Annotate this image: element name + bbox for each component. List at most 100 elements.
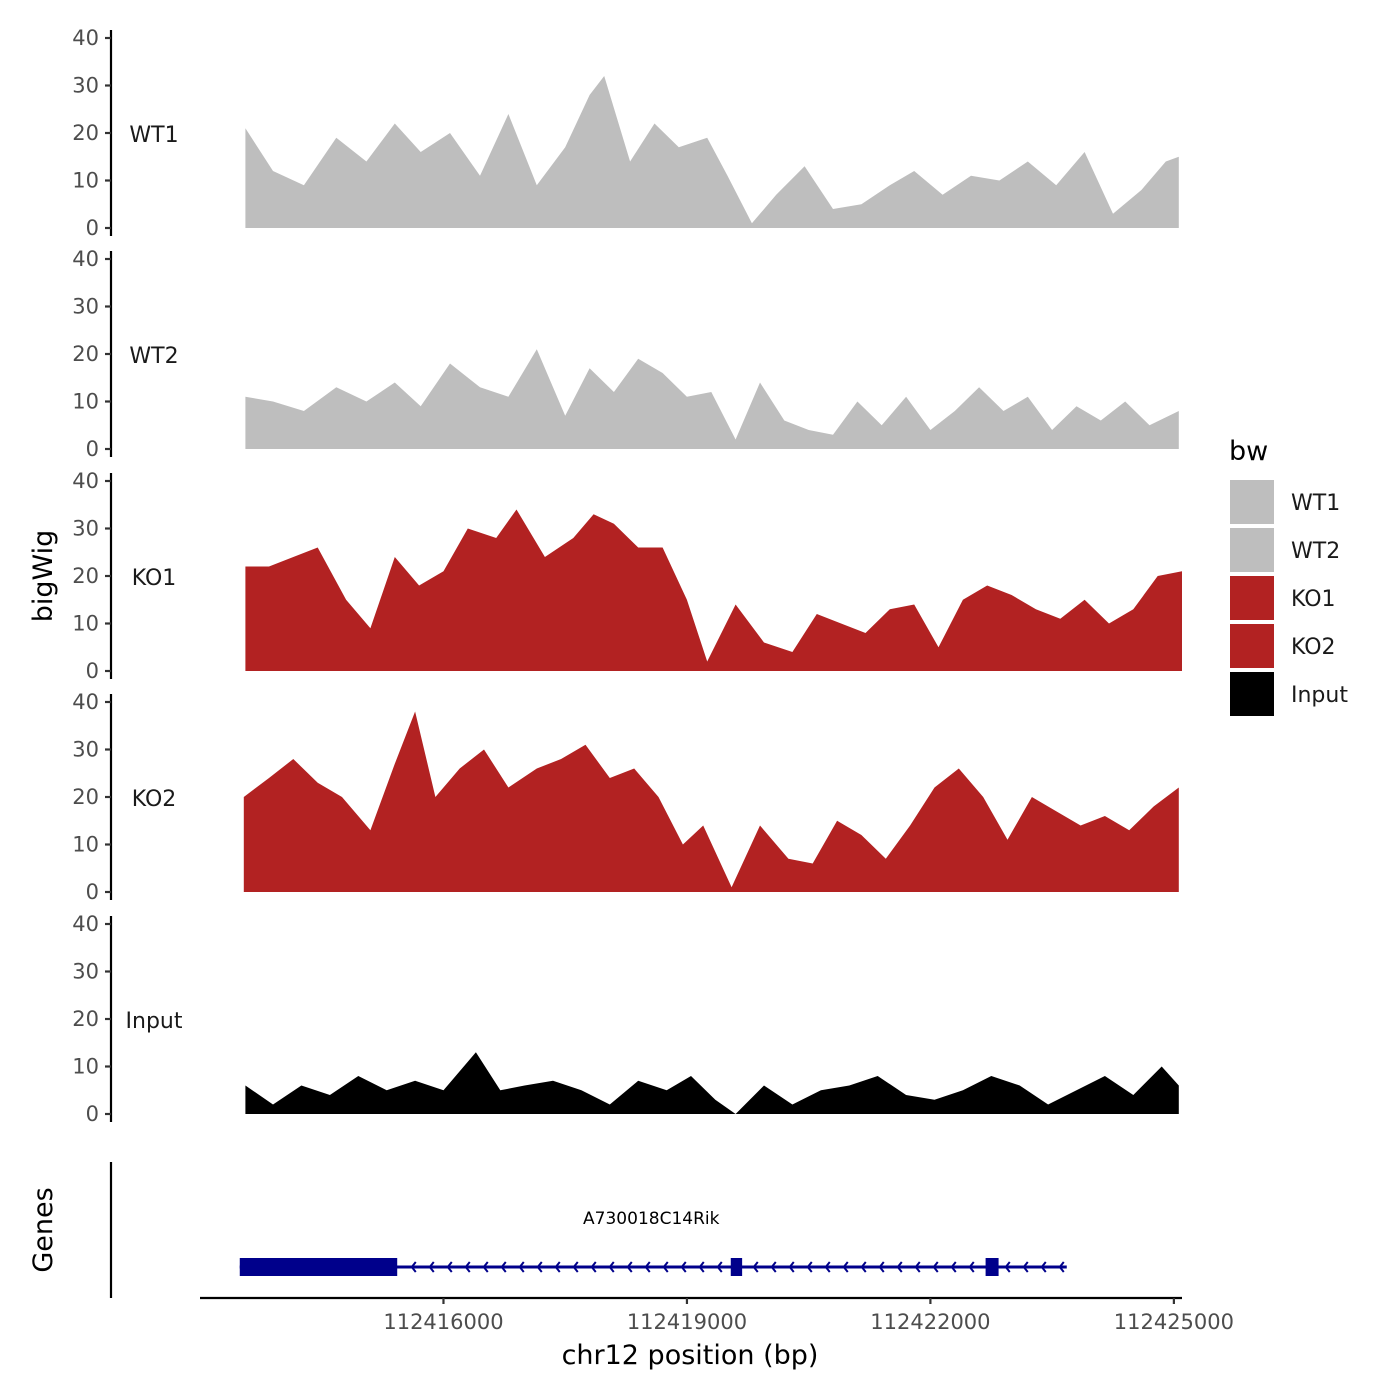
x-tick-label: 112422000: [870, 1310, 990, 1334]
strand-chevron: [518, 1261, 525, 1273]
strand-chevron: [1058, 1261, 1065, 1273]
legend-title: bw: [1229, 436, 1268, 467]
y-tick-label: 10: [72, 169, 99, 193]
strand-chevron: [410, 1261, 417, 1273]
legend-label-wt1: WT1: [1291, 491, 1340, 516]
strand-chevron: [446, 1261, 453, 1273]
y-tick-label: 0: [86, 659, 99, 683]
strand-chevron: [1040, 1261, 1047, 1273]
genes-axis-title: Genes: [28, 1187, 59, 1272]
x-ticks: 112416000 112419000 112422000 112425000: [383, 1298, 1234, 1334]
strand-chevron: [572, 1261, 579, 1273]
strand-chevron: [824, 1261, 831, 1273]
strand-chevron: [968, 1261, 975, 1273]
strand-chevron: [950, 1261, 957, 1273]
y-tick-label: 0: [86, 216, 99, 240]
y-tick-label: 30: [72, 738, 99, 762]
y-tick-label: 20: [72, 564, 99, 588]
strand-chevron: [464, 1261, 471, 1273]
legend-swatch-input: [1230, 672, 1274, 716]
strand-chevron: [536, 1261, 543, 1273]
y-tick-label: 10: [72, 833, 99, 857]
legend-swatch-ko1: [1230, 576, 1274, 620]
legend-items: WT1 WT2 KO1 KO2 Input: [1230, 480, 1348, 716]
strand-chevron: [716, 1261, 723, 1273]
strand-chevron: [644, 1261, 651, 1273]
legend-label-ko1: KO1: [1291, 587, 1336, 612]
y-tick-label: 30: [72, 74, 99, 98]
track-label-ko2: KO2: [132, 787, 177, 812]
y-tick-label: 40: [72, 247, 99, 271]
legend-label-ko2: KO2: [1291, 635, 1336, 660]
y-tick-label: 40: [72, 469, 99, 493]
gene-exon: [239, 1258, 398, 1276]
track-wt1: 0 10 20 30 40 WT1: [72, 26, 1179, 240]
area-ko1: [245, 509, 1182, 671]
tracks-layer: 0 10 20 30 40 WT1 0 10 20 30 40 WT2 0 10 20 30 40 KO1 0 10 2…: [72, 26, 1182, 1126]
strand-chevron: [500, 1261, 507, 1273]
track-ko1: 0 10 20 30 40 KO1: [72, 469, 1182, 683]
strand-chevron: [590, 1261, 597, 1273]
strand-chevron: [788, 1261, 795, 1273]
strand-chevron: [428, 1261, 435, 1273]
strand-chevron: [878, 1261, 885, 1273]
track-label-ko1: KO1: [132, 566, 177, 591]
strand-chevron: [806, 1261, 813, 1273]
strand-chevron: [662, 1261, 669, 1273]
legend-swatch-wt2: [1230, 528, 1274, 572]
strand-chevron: [698, 1261, 705, 1273]
y-tick-label: 20: [72, 121, 99, 145]
x-axis-title: chr12 position (bp): [562, 1340, 819, 1371]
x-tick-label: 112425000: [1114, 1310, 1234, 1334]
strand-chevron: [1022, 1261, 1029, 1273]
y-tick-label: 40: [72, 912, 99, 936]
strand-chevron: [482, 1261, 489, 1273]
y-tick-label: 30: [72, 960, 99, 984]
x-axis: 112416000 112419000 112422000 112425000 chr…: [200, 1296, 1234, 1371]
legend-swatch-ko2: [1230, 624, 1274, 668]
strand-chevron: [896, 1261, 903, 1273]
x-tick-label: 112419000: [627, 1310, 747, 1334]
track-ko2: 0 10 20 30 40 KO2: [72, 690, 1179, 904]
strand-chevron: [770, 1261, 777, 1273]
strand-chevron: [680, 1261, 687, 1273]
y-tick-label: 0: [86, 880, 99, 904]
genes-panel: Genes A730018C14Rik: [28, 1162, 1067, 1298]
gene-name-label: A730018C14Rik: [583, 1209, 720, 1229]
y-tick-label: 30: [72, 295, 99, 319]
strand-chevron: [842, 1261, 849, 1273]
strand-chevron: [1004, 1261, 1011, 1273]
strand-chevron: [626, 1261, 633, 1273]
y-tick-label: 10: [72, 612, 99, 636]
area-wt1: [245, 76, 1179, 228]
area-input: [245, 1052, 1179, 1114]
y-tick-label: 20: [72, 342, 99, 366]
x-tick-label: 112416000: [383, 1310, 503, 1334]
legend-label-wt2: WT2: [1291, 539, 1340, 564]
y-tick-label: 10: [72, 1055, 99, 1079]
y-tick-label: 10: [72, 390, 99, 414]
track-wt2: 0 10 20 30 40 WT2: [72, 247, 1179, 461]
y-tick-label: 30: [72, 517, 99, 541]
strand-chevron: [860, 1261, 867, 1273]
track-label-wt2: WT2: [129, 344, 178, 369]
y-tick-label: 0: [86, 437, 99, 461]
track-input: 0 10 20 30 40 Input: [72, 912, 1179, 1126]
gene-exon: [985, 1258, 999, 1276]
y-tick-label: 20: [72, 1007, 99, 1031]
y-tick-label: 40: [72, 690, 99, 714]
track-label-wt1: WT1: [129, 123, 178, 148]
y-tick-label: 20: [72, 785, 99, 809]
area-wt2: [245, 349, 1179, 449]
area-ko2: [243, 711, 1179, 892]
legend-label-input: Input: [1291, 683, 1348, 708]
legend: bw WT1 WT2 KO1 KO2 Input: [1229, 436, 1348, 716]
strand-chevron: [752, 1261, 759, 1273]
strand-chevron: [914, 1261, 921, 1273]
track-label-input: Input: [126, 1009, 183, 1034]
y-tick-label: 40: [72, 26, 99, 50]
gene-model: [239, 1258, 1067, 1276]
y-axis-title: bigWig: [28, 530, 59, 623]
strand-chevron: [608, 1261, 615, 1273]
